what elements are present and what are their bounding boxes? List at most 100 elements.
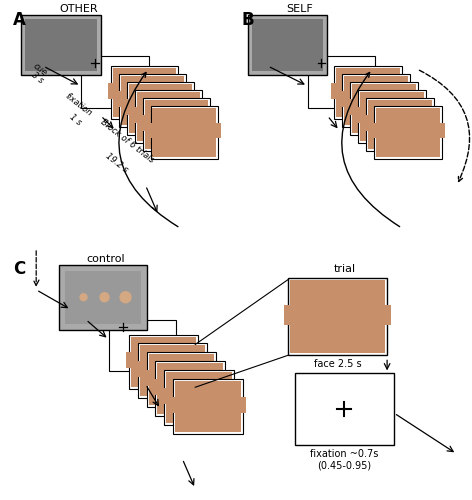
Bar	[347, 99, 352, 114]
Bar	[25, 20, 97, 71]
Bar	[284, 305, 290, 325]
Bar	[167, 372, 232, 423]
Bar	[108, 83, 113, 98]
Text: 3 s: 3 s	[30, 70, 45, 85]
Bar	[131, 336, 196, 387]
Bar	[118, 74, 186, 126]
Bar	[121, 76, 184, 124]
Text: Block of 6 trials: Block of 6 trials	[99, 118, 156, 164]
Bar	[65, 271, 141, 324]
Bar	[331, 83, 337, 98]
Bar	[345, 76, 408, 124]
Bar	[352, 84, 416, 132]
Bar	[59, 265, 146, 330]
Bar	[288, 278, 387, 355]
Bar	[363, 114, 368, 130]
Bar	[151, 106, 218, 158]
Bar	[216, 122, 221, 138]
Bar	[152, 379, 158, 396]
Bar	[432, 114, 437, 130]
Bar	[371, 122, 376, 138]
Bar	[290, 280, 385, 353]
Text: control: control	[86, 254, 125, 264]
Bar	[21, 16, 101, 75]
Bar	[109, 320, 177, 372]
Bar	[424, 107, 429, 122]
Bar	[152, 108, 216, 156]
Bar	[205, 361, 210, 378]
Bar	[376, 108, 440, 156]
Bar	[135, 361, 140, 378]
Bar	[192, 99, 197, 114]
Bar	[208, 114, 213, 130]
Text: OTHER: OTHER	[59, 4, 98, 15]
Bar	[350, 82, 418, 134]
Bar	[337, 68, 400, 116]
Bar	[339, 91, 345, 106]
Bar	[440, 122, 445, 138]
Bar	[129, 84, 192, 132]
Bar	[400, 83, 405, 98]
FancyArrowPatch shape	[420, 70, 470, 182]
Text: 19.2 s: 19.2 s	[104, 152, 130, 174]
Bar	[223, 379, 228, 396]
Bar	[137, 344, 207, 398]
Bar	[132, 107, 136, 122]
Bar	[252, 20, 323, 71]
Bar	[158, 364, 223, 414]
Text: trial: trial	[333, 264, 355, 274]
Bar	[149, 354, 214, 405]
Bar	[81, 56, 149, 108]
Bar	[200, 107, 205, 122]
Text: fixation ~0.7s
(0.45-0.95): fixation ~0.7s (0.45-0.95)	[310, 449, 379, 470]
Bar	[366, 98, 434, 150]
Bar	[170, 397, 176, 413]
Bar	[164, 370, 234, 425]
FancyArrowPatch shape	[119, 72, 178, 227]
Bar	[416, 99, 421, 114]
Ellipse shape	[80, 294, 87, 300]
Bar	[136, 92, 200, 140]
Bar	[143, 98, 210, 150]
Bar	[155, 362, 225, 416]
Bar	[140, 114, 144, 130]
Bar	[368, 100, 432, 148]
Bar	[144, 100, 208, 148]
Bar	[161, 388, 167, 404]
Bar	[355, 107, 360, 122]
Ellipse shape	[100, 293, 109, 302]
Bar	[335, 66, 402, 118]
Bar	[129, 334, 198, 389]
Bar	[126, 82, 194, 134]
Text: 1 s: 1 s	[68, 113, 83, 128]
Text: SELF: SELF	[286, 4, 313, 15]
Bar	[241, 397, 246, 413]
Bar	[408, 91, 413, 106]
Bar	[248, 16, 328, 75]
Bar	[295, 374, 394, 445]
Bar	[177, 83, 181, 98]
Ellipse shape	[120, 292, 131, 302]
FancyArrowPatch shape	[342, 72, 400, 227]
Bar	[342, 74, 410, 126]
Text: fixation: fixation	[63, 92, 93, 118]
Bar	[374, 106, 442, 158]
Bar	[116, 91, 121, 106]
Bar	[140, 346, 205, 396]
Bar	[111, 66, 178, 118]
Text: face 2.5 s: face 2.5 s	[313, 360, 361, 370]
Bar	[214, 370, 219, 386]
Text: B: B	[242, 12, 254, 30]
Bar	[146, 352, 216, 407]
Text: C: C	[13, 260, 25, 278]
Bar	[126, 352, 131, 368]
Bar	[113, 68, 177, 116]
Text: A: A	[13, 12, 26, 30]
Bar	[360, 92, 424, 140]
Bar	[124, 99, 129, 114]
Bar	[385, 305, 391, 325]
Bar	[148, 122, 152, 138]
Bar	[358, 90, 426, 142]
Bar	[173, 380, 243, 434]
Bar	[308, 56, 375, 108]
